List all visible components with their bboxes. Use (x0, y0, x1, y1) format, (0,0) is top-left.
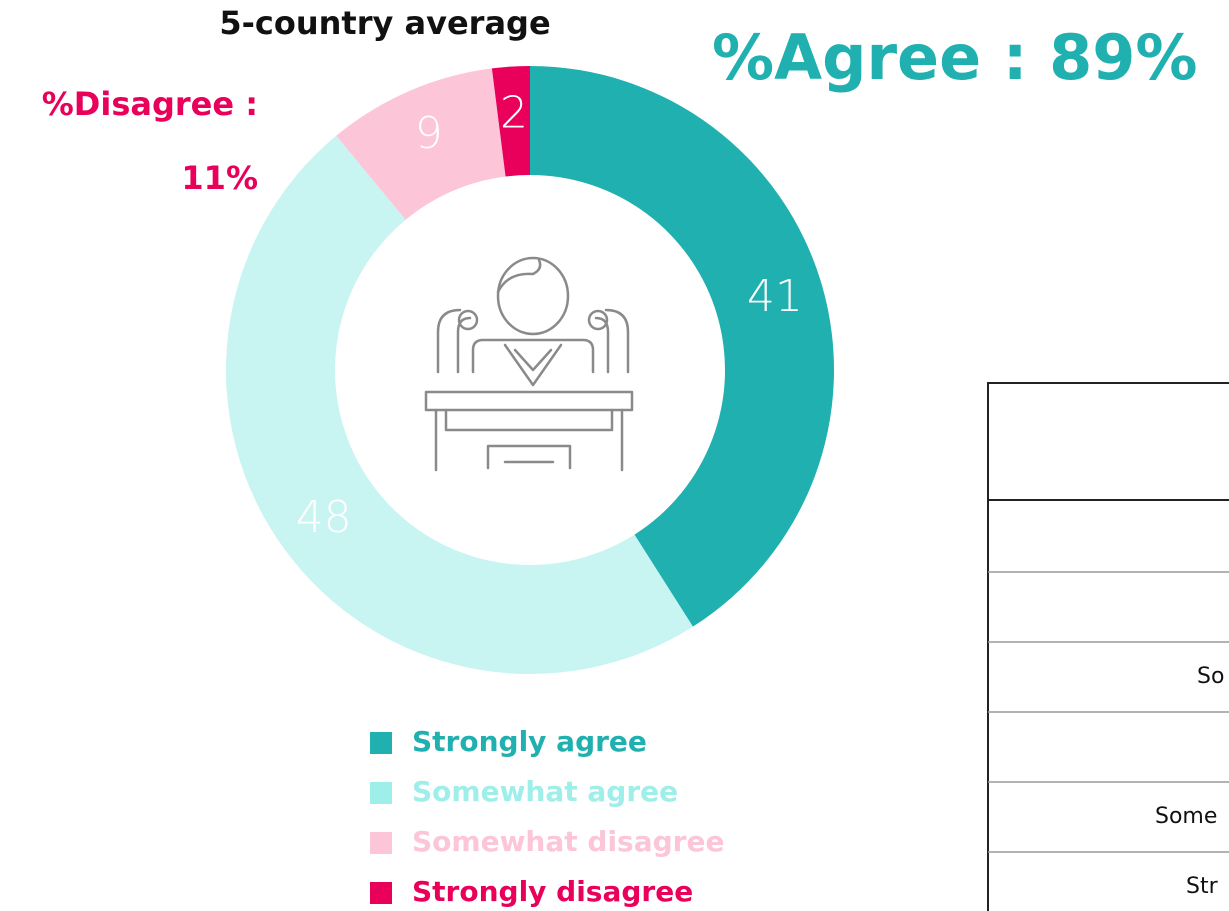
legend-label: Somewhat disagree (412, 825, 724, 858)
legend-swatch (370, 732, 392, 754)
data-label: 48 (296, 492, 352, 543)
legend-label: Strongly agree (412, 725, 647, 758)
donut-segment (491, 66, 530, 177)
legend-swatch (370, 832, 392, 854)
donut-segment (336, 68, 506, 220)
table-cell: Some (1155, 804, 1217, 829)
table-cell: So (1197, 664, 1224, 689)
data-label: 41 (747, 271, 803, 322)
annotation: %Agree : 89% (712, 21, 1198, 94)
table-cell: Str (1186, 874, 1219, 899)
table: So Some Str (987, 382, 1229, 911)
legend-label: Strongly disagree (412, 875, 693, 908)
data-label: 9 (415, 108, 443, 159)
data-label: 2 (500, 88, 528, 139)
legend-label: Somewhat agree (412, 775, 678, 808)
donut-segment (226, 135, 693, 674)
icon (424, 256, 634, 472)
annotation: %Disagree : (42, 85, 258, 123)
table-border (987, 382, 1229, 911)
annotation: 11% (181, 159, 258, 197)
donut-segment (530, 66, 834, 627)
legend-swatch (370, 782, 392, 804)
chart-title: 5-country average (219, 4, 550, 42)
legend-swatch (370, 882, 392, 904)
